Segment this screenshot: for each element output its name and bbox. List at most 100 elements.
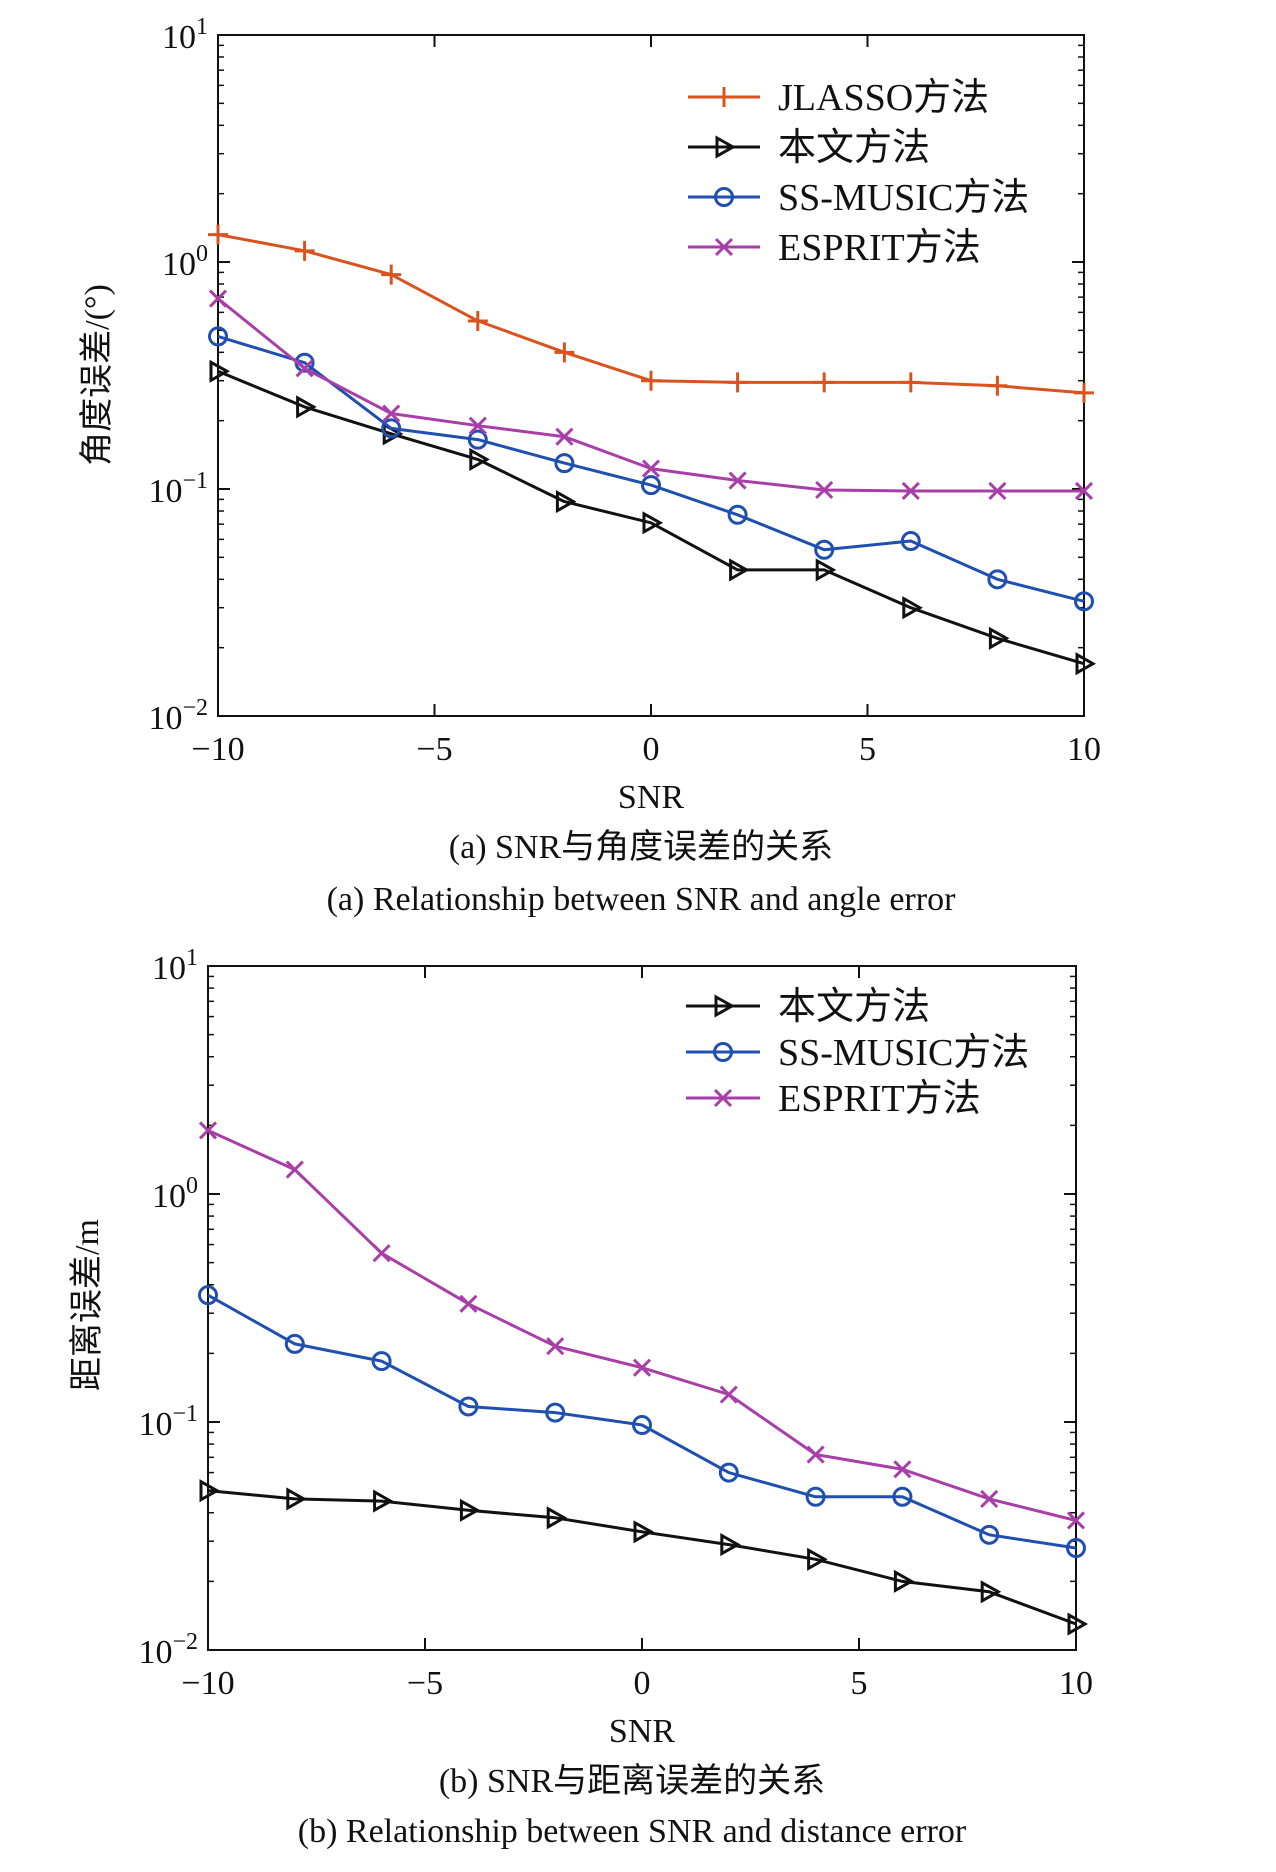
data-point: [467, 429, 488, 450]
data-point: [815, 480, 834, 500]
data-point: [208, 326, 228, 347]
data-point: [987, 569, 1008, 590]
data-point: [554, 453, 575, 474]
data-point: [1074, 481, 1094, 501]
data-point: [727, 504, 748, 525]
data-point: [979, 1524, 1000, 1545]
chart-panel-b: 10−2 10−1 100 101 −10 −5 0 5 10 SNR 距离误差/m 本文方法SS-M…: [68, 945, 1093, 1850]
series-line: [207, 1489, 1077, 1626]
data-point: [372, 1244, 391, 1263]
legend-marker: [715, 135, 737, 159]
x-tick-label: −5: [407, 1665, 443, 1702]
legend-label: JLASSO方法: [778, 77, 989, 119]
data-point: [1074, 382, 1094, 403]
caption-en: (a) Relationship between SNR and angle e…: [327, 881, 956, 918]
data-point: [815, 558, 837, 582]
legend-label: 本文方法: [778, 986, 930, 1028]
data-point: [554, 342, 575, 363]
legend-label: ESPRIT方法: [778, 227, 981, 269]
x-tick-label: 5: [859, 731, 876, 768]
chart-panel-a: 10−2 10−1 100 101 −10 −5 0 5 10 SNR 角度误差/(°) JLASSO…: [78, 14, 1101, 918]
y-tick-label: 101: [162, 14, 208, 56]
data-point: [285, 1160, 304, 1179]
data-point: [546, 1506, 568, 1530]
data-point: [893, 1460, 912, 1479]
x-tick-label: 5: [851, 1665, 868, 1702]
data-point: [459, 1498, 481, 1522]
x-tick-label: 0: [643, 731, 660, 768]
data-point: [198, 1121, 218, 1140]
data-point: [632, 1415, 652, 1436]
series-line: [217, 369, 1085, 666]
caption-cn: (a) SNR与角度误差的关系: [449, 828, 833, 866]
data-point: [545, 1402, 566, 1423]
data-point: [208, 289, 228, 308]
data-point: [641, 475, 661, 496]
data-point: [814, 539, 835, 560]
data-point: [296, 395, 317, 419]
data-point: [806, 1445, 825, 1464]
x-tick-label: 10: [1067, 731, 1101, 768]
data-point: [295, 359, 314, 378]
legend-marker: [714, 237, 734, 257]
y-tick-label: 10−1: [138, 1401, 198, 1443]
data-point: [371, 1351, 392, 1372]
data-point: [720, 1533, 741, 1557]
data-point: [728, 471, 747, 490]
legend-label: SS-MUSIC方法: [778, 177, 1029, 219]
data-point: [382, 404, 401, 423]
data-point: [902, 596, 923, 620]
legend-label: ESPRIT方法: [778, 1078, 981, 1120]
data-point: [980, 1580, 1002, 1604]
y-tick-label: 10−2: [148, 695, 208, 737]
data-point: [1066, 1538, 1086, 1559]
data-point: [1066, 1511, 1086, 1530]
data-point: [381, 418, 402, 439]
data-point: [719, 1385, 738, 1404]
data-point: [546, 1337, 565, 1356]
y-axis-label: 角度误差/(°): [78, 284, 116, 466]
data-point: [459, 1294, 478, 1313]
data-point: [814, 372, 835, 393]
data-point: [633, 1520, 655, 1544]
data-point: [209, 359, 231, 383]
data-point: [729, 558, 750, 582]
series-line: [207, 1293, 1077, 1550]
y-tick-label: 100: [162, 241, 208, 283]
legend-label: SS-MUSIC方法: [778, 1032, 1029, 1074]
data-point: [718, 1462, 739, 1483]
data-point: [1074, 591, 1094, 612]
data-point: [458, 1396, 479, 1417]
data-point: [1075, 652, 1097, 676]
legend-marker: [713, 1088, 733, 1108]
caption-cn: (b) SNR与距离误差的关系: [439, 1762, 825, 1800]
data-point: [980, 1489, 999, 1508]
legend-label: 本文方法: [778, 127, 930, 169]
x-tick-label: 10: [1059, 1665, 1093, 1702]
data-point: [988, 481, 1007, 501]
legend-marker: [714, 87, 734, 107]
x-axis-label: SNR: [609, 1713, 675, 1750]
data-point: [641, 459, 661, 478]
data-point: [1067, 1612, 1089, 1636]
legend-marker: [714, 187, 734, 207]
data-point: [632, 1358, 652, 1377]
data-point: [284, 1333, 305, 1354]
data-point: [286, 1487, 307, 1511]
x-tick-label: −10: [181, 1665, 234, 1702]
data-point: [199, 1479, 221, 1503]
data-point: [900, 372, 921, 393]
data-point: [642, 511, 664, 535]
data-point: [807, 1547, 828, 1571]
data-point: [805, 1486, 826, 1507]
x-tick-label: −5: [416, 731, 452, 768]
y-tick-label: 100: [152, 1173, 198, 1215]
y-tick-label: 101: [152, 945, 198, 987]
x-axis-label: SNR: [618, 779, 684, 816]
data-point: [208, 224, 228, 245]
y-axis-label: 距离误差/m: [68, 1219, 106, 1391]
data-point: [641, 370, 661, 391]
y-tick-label: 10−1: [148, 468, 208, 510]
data-point: [901, 481, 920, 501]
